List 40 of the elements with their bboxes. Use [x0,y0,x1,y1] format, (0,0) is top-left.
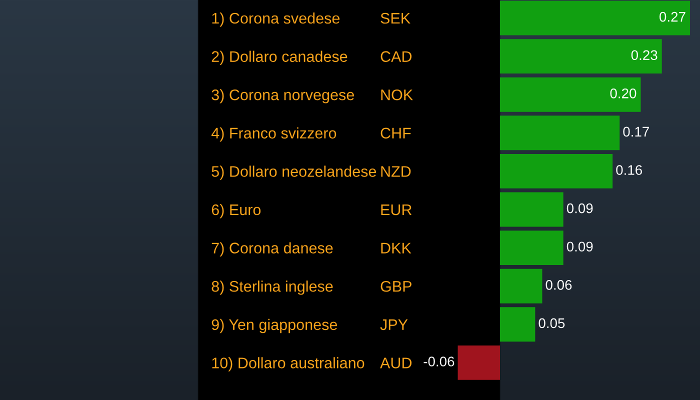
y-tick-label: 5) Dollaro neozelandese [212,166,376,180]
data-label: 0.06 [546,280,572,290]
data-label: 0.27 [660,12,686,22]
data-label: 0.05 [538,318,565,328]
bar [500,192,564,227]
bar [500,77,641,112]
data-label: 0.09 [566,203,593,214]
y2-tick-label: NOK [381,89,413,100]
data-label: 0.16 [616,165,642,175]
y-tick-label: 4) Franco svizzero [211,127,336,142]
y-tick-label: 1) Corona svedese [212,12,340,27]
y-tick-label: 10) Dollaro australiano [212,357,364,372]
bar [458,345,500,380]
y-tick-label: 9) Yen giapponese [212,318,338,334]
bar [500,0,690,36]
bar [500,154,613,188]
y-tick-label: 7) Corona danese [212,242,333,256]
y-tick-label: 6) Euro [212,204,261,218]
y-tick-label: 8) Sterlina inglese [212,280,333,295]
data-label: -0.06 [424,356,454,366]
y2-tick-label: DKK [381,242,412,254]
y2-tick-label: CAD [380,51,412,62]
y2-tick-label: GBP [380,280,412,292]
data-label: 0.20 [610,88,636,98]
bar [500,307,536,342]
bar [500,39,662,74]
bar [500,268,542,304]
y2-tick-label: CHF [380,128,411,139]
bar [500,116,620,150]
data-label: 0.23 [631,50,658,60]
bar [500,230,564,266]
y2-tick-label: SEK [380,12,410,24]
y2-tick-label: EUR [381,204,412,216]
y-tick-label: 2) Dollaro canadese [212,50,348,65]
y2-tick-label: AUD [380,358,412,368]
y-tick-label: 3) Corona norvegese [212,89,354,104]
data-label: 0.17 [623,126,649,137]
data-label: 0.09 [566,242,593,252]
y2-tick-label: JPY [380,319,408,330]
y2-tick-label: NZD [381,166,411,177]
